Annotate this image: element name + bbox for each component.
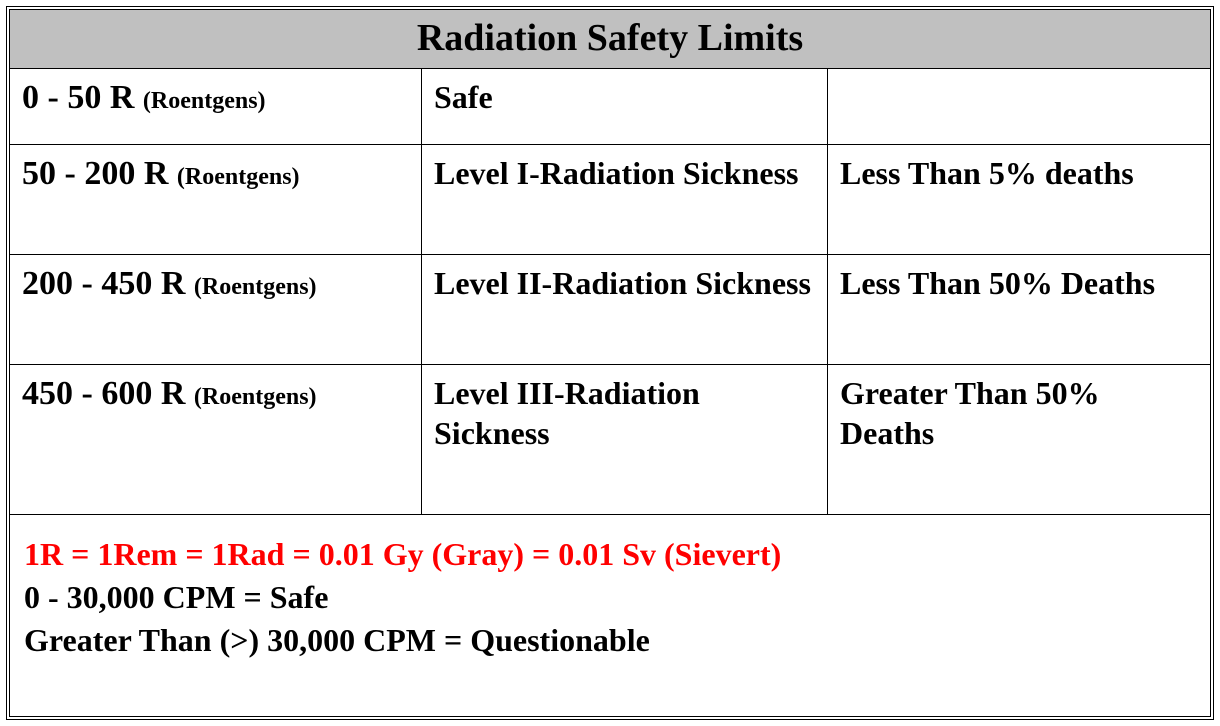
range-sub: (Roentgens) [194,274,317,300]
table-cell-range: 50 - 200 R (Roentgens) [10,145,422,255]
table-cell-deaths [828,69,1210,145]
range-main: 450 - 600 R [22,375,194,412]
table-cell-effect: Level II-Radiation Sickness [422,255,828,365]
table-cell-effect: Safe [422,69,828,145]
table-cell-range: 200 - 450 R (Roentgens) [10,255,422,365]
table-cell-range: 0 - 50 R (Roentgens) [10,69,422,145]
footer-cpm-safe: 0 - 30,000 CPM = Safe [24,576,1196,619]
table-cell-deaths: Less Than 50% Deaths [828,255,1210,365]
footer-conversion: 1R = 1Rem = 1Rad = 0.01 Gy (Gray) = 0.01… [24,533,1196,576]
table-footer: 1R = 1Rem = 1Rad = 0.01 Gy (Gray) = 0.01… [10,515,1210,673]
table-body: 0 - 50 R (Roentgens) Safe 50 - 200 R (Ro… [10,69,1210,515]
range-sub: (Roentgens) [143,88,266,114]
range-sub: (Roentgens) [177,164,300,190]
range-main: 0 - 50 R [22,79,143,116]
range-main: 50 - 200 R [22,155,177,192]
radiation-safety-table: Radiation Safety Limits 0 - 50 R (Roentg… [6,6,1214,720]
range-sub: (Roentgens) [194,384,317,410]
table-cell-deaths: Greater Than 50% Deaths [828,365,1210,515]
table-title: Radiation Safety Limits [10,10,1210,69]
range-main: 200 - 450 R [22,265,194,302]
table-cell-effect: Level III-Radiation Sickness [422,365,828,515]
table-cell-deaths: Less Than 5% deaths [828,145,1210,255]
table-cell-range: 450 - 600 R (Roentgens) [10,365,422,515]
footer-cpm-questionable: Greater Than (>) 30,000 CPM = Questionab… [24,619,1196,662]
table-cell-effect: Level I-Radiation Sickness [422,145,828,255]
